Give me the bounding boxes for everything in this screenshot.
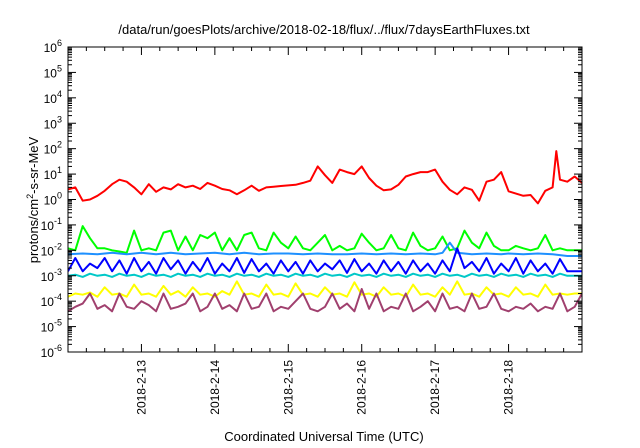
x-tick-label: 2018-2-16 [355,360,369,415]
y-tick-label: 10-4 [41,292,62,309]
series-line-3 [68,241,582,257]
x-tick-label: 2018-2-18 [502,360,516,415]
axes-layer: 10-610-510-410-310-210-11001011021031041… [41,38,583,415]
y-tick-label-exp: 4 [57,89,62,99]
y-tick-label-exp: -2 [54,241,62,251]
y-axis-label-post: -s-sr-MeV [26,136,41,193]
y-tick-label: 10-2 [41,241,62,258]
y-tick-label-exp: 1 [57,165,62,175]
y-axis-label-pre: protons/cm [26,199,41,263]
x-tick-label: 2018-2-17 [428,360,442,415]
y-tick-label-base: 10 [41,244,55,258]
y-tick-label-exp: -3 [54,267,62,277]
y-tick-label-base: 10 [44,117,58,131]
x-tick-label: 2018-2-13 [134,360,148,415]
y-tick-label-base: 10 [41,346,55,360]
y-tick-label-base: 10 [44,41,58,55]
y-tick-label-base: 10 [44,194,58,208]
y-tick-label: 101 [44,165,62,182]
y-axis-label-sup: 2 [25,194,35,199]
y-tick-label: 105 [44,63,62,80]
y-tick-label: 106 [44,38,62,55]
series-line-2 [68,225,582,254]
y-tick-label-exp: 3 [57,114,62,124]
y-tick-label-base: 10 [41,219,55,233]
y-tick-label-base: 10 [41,295,55,309]
y-tick-label-base: 10 [41,321,55,335]
series-line-4 [68,247,582,275]
series-line-6 [68,280,582,298]
y-tick-label-base: 10 [41,270,55,284]
y-tick-label-base: 10 [44,66,58,80]
y-tick-label: 104 [44,89,62,106]
chart-title: /data/run/goesPlots/archive/2018-02-18/f… [118,22,530,37]
y-tick-label: 10-5 [41,318,62,335]
y-tick-label-exp: -6 [54,343,62,353]
y-tick-label-base: 10 [44,143,58,157]
y-tick-label-base: 10 [44,168,58,182]
y-tick-label: 10-6 [41,343,62,360]
y-tick-label-exp: 2 [57,140,62,150]
y-tick-label-exp: 6 [57,38,62,48]
series-line-7 [68,288,582,313]
y-tick-label: 102 [44,140,62,157]
y-axis-label: protons/cm2-s-sr-MeV [25,136,41,263]
y-tick-label-exp: 5 [57,63,62,73]
y-tick-label: 10-3 [41,267,62,284]
y-tick-label-exp: 0 [57,191,62,201]
series-line-5 [68,272,582,278]
y-tick-label: 10-1 [41,216,62,233]
y-tick-label-exp: -5 [54,318,62,328]
series-line-1 [68,150,582,205]
x-tick-label: 2018-2-15 [281,360,295,415]
x-tick-label: 2018-2-14 [208,360,222,415]
y-tick-label-exp: -1 [54,216,62,226]
x-axis-label: Coordinated Universal Time (UTC) [224,429,423,444]
y-tick-label: 100 [44,191,62,208]
y-tick-label-base: 10 [44,92,58,106]
y-tick-label-exp: -4 [54,292,62,302]
y-tick-label: 103 [44,114,62,131]
series-layer [68,150,582,313]
